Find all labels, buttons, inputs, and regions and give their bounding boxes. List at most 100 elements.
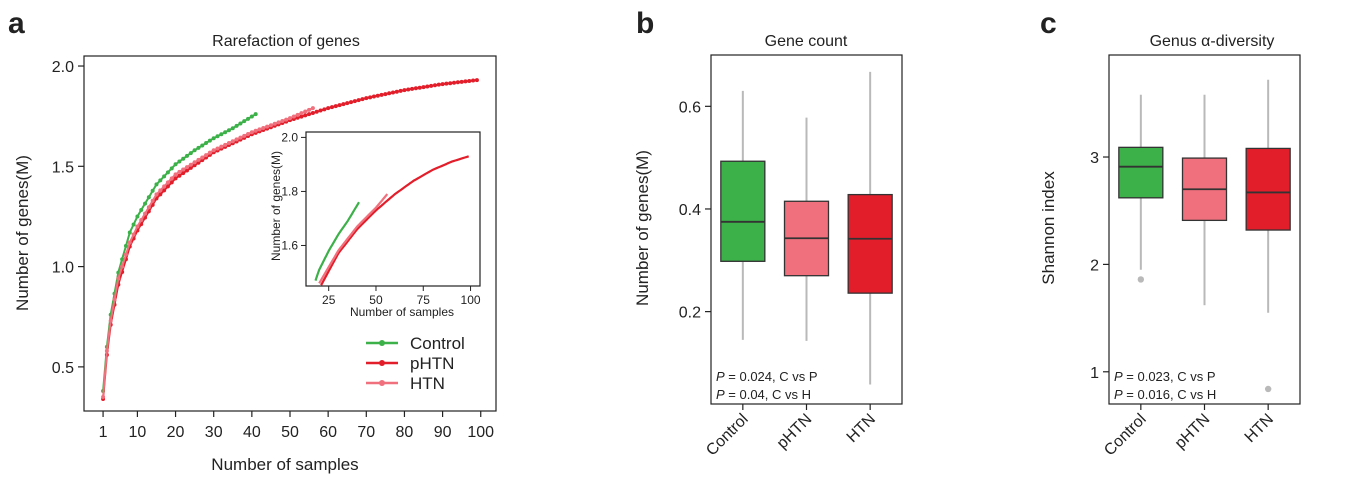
panel-a-legend: Control pHTN HTN (366, 334, 465, 393)
point-phtn (177, 173, 182, 178)
point-control (123, 243, 128, 248)
legend-marker-phtn (379, 360, 385, 366)
panel-a-y-label: Number of genes(M) (13, 155, 32, 311)
point-htn (181, 167, 186, 172)
panel-c-boxes (1118, 79, 1291, 393)
point-phtn (417, 85, 422, 90)
point-htn (246, 132, 251, 137)
point-htn (215, 146, 220, 151)
point-phtn (413, 86, 418, 91)
box-control (720, 160, 766, 262)
point-htn (238, 135, 243, 140)
x-tick-label-phtn: pHTN (774, 411, 816, 453)
point-control (230, 126, 235, 131)
point-htn (219, 144, 224, 149)
point-phtn (318, 108, 323, 113)
inset-y-label: Number of genes(M) (269, 151, 283, 261)
point-control (143, 201, 148, 206)
point-htn (261, 126, 266, 131)
point-control (165, 170, 170, 175)
legend-marker-htn (379, 380, 385, 386)
point-htn (307, 107, 312, 112)
point-htn (223, 142, 228, 147)
panel-c-x-ticks: Control pHTN HTN (1101, 404, 1277, 459)
y-tick-label: 2.0 (52, 59, 74, 76)
point-htn (116, 276, 121, 281)
panel-c-y-ticks: 1 2 3 (1090, 150, 1109, 382)
panel-b-boxes (720, 71, 893, 385)
point-htn (165, 180, 170, 185)
point-htn (291, 114, 296, 119)
point-phtn (455, 80, 460, 85)
point-control (207, 138, 212, 143)
panel-b-y-label: Number of genes(M) (633, 150, 652, 306)
inset-x-label: Number of samples (350, 305, 454, 319)
y-tick-label: 0.5 (52, 360, 74, 377)
point-phtn (448, 81, 453, 86)
point-phtn (379, 92, 384, 97)
point-control (181, 156, 186, 161)
point-phtn (391, 90, 395, 95)
point-htn (192, 160, 197, 165)
point-htn (253, 128, 258, 133)
point-control (196, 145, 201, 150)
panel-a-series (101, 78, 479, 401)
point-htn (288, 116, 292, 121)
point-phtn (440, 82, 445, 87)
panel-b-pvalue-2: P = 0.04, C vs H (716, 387, 811, 402)
point-htn (154, 192, 159, 197)
x-tick-label: 80 (396, 424, 414, 441)
point-phtn (429, 83, 434, 88)
point-phtn (421, 85, 426, 90)
point-htn (169, 176, 174, 181)
inset-series-line-htn (318, 193, 389, 284)
point-htn (310, 106, 315, 111)
point-htn (108, 318, 113, 323)
point-htn (280, 118, 285, 123)
point-phtn (169, 180, 174, 185)
point-htn (284, 117, 289, 122)
legend-label-phtn: pHTN (410, 354, 454, 373)
point-htn (265, 124, 270, 129)
point-phtn (471, 78, 476, 83)
point-htn (150, 198, 155, 203)
panel-c-title: Genus α-diversity (1150, 33, 1275, 50)
panel-b-pvalue-1-p: P (716, 369, 725, 384)
point-phtn (356, 98, 361, 103)
point-htn (104, 348, 109, 353)
point-phtn (452, 80, 457, 85)
point-htn (234, 137, 239, 142)
point-phtn (406, 87, 411, 92)
point-control (154, 182, 159, 187)
point-phtn (173, 176, 178, 181)
point-control (177, 159, 182, 164)
panel-b-y-ticks: 0.2 0.4 0.6 (679, 99, 711, 322)
point-phtn (303, 113, 308, 118)
panel-a-y-ticks: 0.5 1.0 1.5 2.0 (52, 59, 84, 377)
point-htn (230, 139, 235, 144)
panel-b-title: Gene count (765, 33, 848, 50)
point-htn (268, 123, 273, 128)
point-phtn (474, 78, 479, 83)
point-htn (226, 141, 231, 146)
point-phtn (314, 109, 319, 114)
inset-x-tick-label: 25 (322, 293, 336, 307)
point-phtn (322, 107, 327, 112)
point-control (169, 166, 174, 171)
point-phtn (337, 103, 342, 108)
point-htn (139, 218, 144, 223)
legend-item-phtn: pHTN (366, 354, 454, 373)
panel-c-pvalue-2-text: = 0.016, C vs H (1123, 387, 1217, 402)
panel-a-letter: a (8, 7, 25, 40)
panel-b-annotations: P = 0.024, C vs P P = 0.04, C vs H (716, 369, 818, 402)
point-control (139, 208, 144, 213)
point-htn (188, 162, 193, 167)
point-control (226, 128, 231, 133)
point-phtn (387, 91, 392, 96)
x-tick-label: 60 (319, 424, 337, 441)
point-phtn (444, 81, 449, 86)
point-control (215, 134, 220, 139)
point-phtn (425, 84, 430, 89)
x-tick-label-control: Control (703, 411, 751, 459)
point-phtn (299, 114, 304, 119)
